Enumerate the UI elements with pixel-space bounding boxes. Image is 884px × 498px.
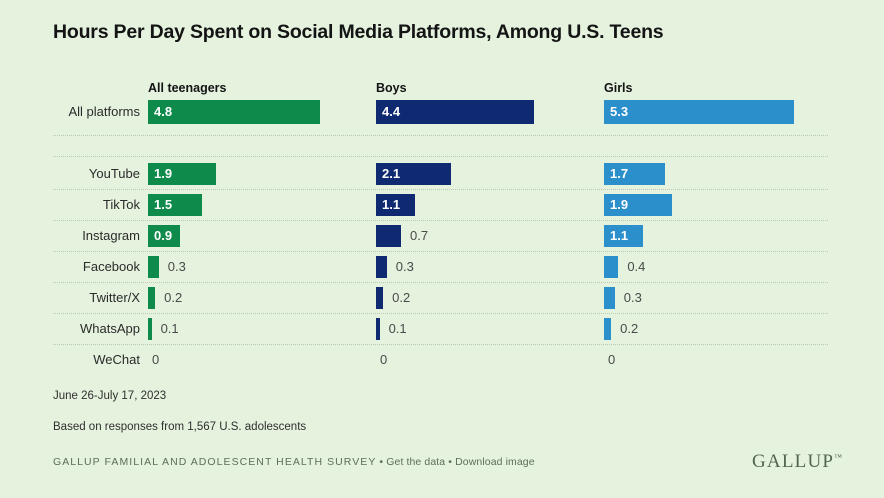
bar [604, 225, 644, 247]
date-range: June 26-July 17, 2023 [53, 390, 167, 402]
bar [376, 163, 452, 185]
page-title: Hours Per Day Spent on Social Media Plat… [53, 21, 664, 43]
row-label: WeChat [93, 352, 140, 367]
bar-value-label: 0.2 [392, 290, 411, 305]
bar [148, 194, 202, 216]
table-row: Instagram 0.9 0.7 1.1 [0, 225, 884, 247]
row-label: YouTube [88, 166, 140, 181]
row-label: Instagram [82, 228, 140, 243]
bar [604, 194, 673, 216]
separator-dot-2: • [448, 456, 453, 468]
row-label: TikTok [102, 197, 140, 212]
bar [148, 100, 320, 124]
table-row: WeChat 0 0 0 [0, 349, 884, 371]
bar [376, 318, 380, 340]
bar-value-label: 0.3 [395, 259, 414, 274]
table-row: All platforms 4.8 4.4 5.3 [0, 100, 884, 124]
gallup-logo: GALLUP™ [752, 451, 842, 473]
bar-value-label: 1.1 [382, 197, 401, 212]
bar-value-label: 0 [380, 352, 388, 367]
bar [604, 318, 612, 340]
trademark-mark: ™ [834, 452, 842, 462]
table-row: Facebook 0.3 0.3 0.4 [0, 256, 884, 278]
bar [604, 163, 665, 185]
sample-note: Based on responses from 1,567 U.S. adole… [53, 421, 307, 433]
survey-name: GALLUP FAMILIAL AND ADOLESCENT HEALTH SU… [53, 456, 377, 468]
bar-value-label: 0.1 [388, 321, 407, 336]
bar-value-label: 0.3 [623, 290, 642, 305]
row-separator [53, 135, 828, 136]
table-row: WhatsApp 0.1 0.1 0.2 [0, 318, 884, 340]
bar [148, 287, 156, 309]
bar [148, 163, 217, 185]
separator-dot-1: • [379, 456, 384, 468]
bar-value-label: 5.3 [610, 104, 629, 119]
bar-value-label: 1.9 [610, 197, 629, 212]
bar-value-label: 1.9 [154, 166, 173, 181]
row-separator [53, 344, 828, 345]
column-header-all-teenagers: All teenagers [148, 81, 227, 95]
bar-value-label: 0 [608, 352, 616, 367]
bar-value-label: 0 [152, 352, 160, 367]
row-separator [53, 220, 828, 221]
bar-value-label: 0.3 [167, 259, 186, 274]
row-separator [53, 282, 828, 283]
bar [148, 256, 159, 278]
bar-value-label: 0.2 [164, 290, 183, 305]
bar-value-label: 0.1 [160, 321, 179, 336]
gallup-wordmark: GALLUP [752, 451, 835, 472]
row-label: Twitter/X [89, 290, 140, 305]
get-the-data-link[interactable]: Get the data [386, 456, 446, 468]
table-row: TikTok 1.5 1.1 1.9 [0, 194, 884, 216]
bar [148, 225, 181, 247]
bar [376, 194, 416, 216]
bar-value-label: 1.7 [610, 166, 629, 181]
bar [148, 318, 152, 340]
bar [604, 256, 619, 278]
bar [376, 100, 534, 124]
bar-value-label: 4.4 [382, 104, 401, 119]
row-label: Facebook [82, 259, 140, 274]
download-image-link[interactable]: Download image [455, 456, 535, 468]
bar-value-label: 0.2 [620, 321, 639, 336]
column-header-girls: Girls [604, 81, 633, 95]
bar-value-label: 2.1 [382, 166, 401, 181]
row-label: WhatsApp [80, 321, 140, 336]
table-row: Twitter/X 0.2 0.2 0.3 [0, 287, 884, 309]
bar-value-label: 1.5 [154, 197, 173, 212]
bar-value-label: 4.8 [154, 104, 173, 119]
row-separator [53, 313, 828, 314]
row-label: All platforms [68, 104, 140, 119]
bar [604, 287, 615, 309]
bar [604, 100, 794, 124]
row-separator [53, 251, 828, 252]
bar-value-label: 0.7 [410, 228, 429, 243]
bar [376, 256, 387, 278]
source-line: GALLUP FAMILIAL AND ADOLESCENT HEALTH SU… [53, 456, 535, 468]
bar-value-label: 1.1 [610, 228, 629, 243]
row-separator [53, 156, 828, 157]
bar-value-label: 0.9 [154, 228, 173, 243]
bar-value-label: 0.4 [627, 259, 646, 274]
bar [376, 225, 402, 247]
column-header-boys: Boys [376, 81, 407, 95]
bar [376, 287, 384, 309]
row-separator [53, 189, 828, 190]
table-row: YouTube 1.9 2.1 1.7 [0, 163, 884, 185]
